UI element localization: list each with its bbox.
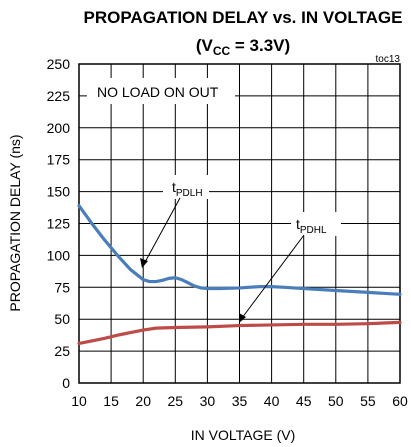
y-tick-label: 200 — [47, 120, 71, 136]
plot-frame — [78, 63, 401, 384]
y-tick-label: 175 — [47, 152, 71, 168]
series-label-tpdhl-arrow — [241, 234, 305, 319]
series-label-tpdlh-bg — [163, 175, 209, 199]
x-tick-labels: 10 15 20 25 30 35 40 45 50 55 60 — [71, 393, 408, 409]
series-line-tpdhl — [77, 320, 402, 346]
grid — [78, 63, 401, 384]
x-tick-label: 50 — [328, 393, 344, 409]
series-label-tpdhl: tPDHL — [239, 212, 341, 323]
series-label-tpdlh: tPDLH — [140, 175, 209, 268]
series-label-tpdlh-arrow — [143, 197, 181, 265]
y-tick-label: 150 — [47, 184, 71, 200]
x-tick-label: 25 — [168, 393, 184, 409]
x-tick-label: 10 — [71, 393, 87, 409]
x-tick-label: 60 — [392, 393, 408, 409]
x-tick-label: 40 — [264, 393, 280, 409]
x-tick-label: 45 — [296, 393, 312, 409]
x-axis-label: IN VOLTAGE (V) — [191, 427, 296, 443]
x-tick-label: 35 — [232, 393, 248, 409]
y-tick-label: 25 — [54, 343, 70, 359]
x-tick-label: 15 — [103, 393, 119, 409]
chart-id-label: toc13 — [376, 54, 401, 65]
y-tick-labels: 0 25 50 75 100 125 150 175 200 225 250 — [47, 56, 71, 391]
y-tick-label: 225 — [47, 88, 71, 104]
series-line-tpdlh — [77, 204, 402, 296]
x-tick-label: 55 — [360, 393, 376, 409]
x-tick-label: 20 — [135, 393, 151, 409]
y-tick-label: 75 — [54, 279, 70, 295]
x-tick-label: 30 — [200, 393, 216, 409]
series-label-tpdhl-text: tPDHL — [296, 216, 327, 236]
chart-subtitle: (VCC = 3.3V) — [196, 36, 290, 58]
y-tick-label: 50 — [54, 311, 70, 327]
y-tick-label: 0 — [62, 375, 70, 391]
annotation-text: NO LOAD ON OUT — [97, 84, 219, 100]
series-label-tpdlh-text: tPDLH — [172, 179, 203, 199]
annotation-box — [87, 78, 235, 104]
series-group — [77, 204, 402, 346]
y-tick-label: 100 — [47, 247, 71, 263]
y-tick-label: 125 — [47, 216, 71, 232]
series-label-tpdlh-arrowhead — [140, 258, 148, 268]
y-tick-label: 250 — [47, 56, 71, 72]
y-axis-label: PROPAGATION DELAY (ns) — [7, 134, 23, 311]
series-label-tpdhl-bg — [291, 212, 341, 236]
series-label-tpdhl-arrowhead — [239, 313, 246, 323]
chart-title: PROPAGATION DELAY vs. IN VOLTAGE — [84, 8, 403, 27]
